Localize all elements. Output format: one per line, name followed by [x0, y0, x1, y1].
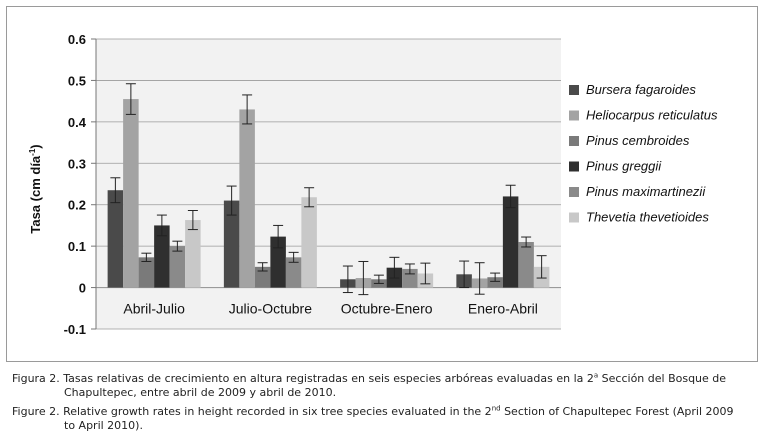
- bar: [154, 225, 170, 288]
- caption-en-sup: nd: [491, 404, 501, 413]
- y-axis-title-main: Tasa (cm día: [28, 155, 43, 234]
- y-axis: -0.1 0 0.1 0.2 0.3 0.4 0.5 0.6: [64, 32, 97, 337]
- legend-label: Heliocarpus reticulatus: [586, 108, 718, 123]
- y-tick-label: 0: [79, 281, 86, 296]
- caption-es-rest: Sección del Bosque de: [598, 372, 727, 385]
- legend-swatch: [569, 85, 579, 95]
- x-category-label: Enero-Abril: [468, 300, 538, 316]
- legend-swatch: [569, 212, 579, 223]
- caption-en-rest: Section of Chapultepec Forest (April 200…: [500, 405, 734, 418]
- y-tick-label: 0.3: [68, 156, 86, 171]
- y-tick-label: 0.5: [68, 73, 86, 88]
- legend-label: Thevetia thevetioides: [586, 210, 709, 225]
- bar: [518, 242, 534, 288]
- bar: [487, 277, 503, 288]
- x-axis-labels: Abril-Julio Julio-Octubre Octubre-Enero Ene…: [123, 300, 538, 316]
- error-bars: [110, 83, 547, 296]
- caption-es-prefix: Figura 2. Tasas relativas de crecimiento…: [12, 372, 594, 385]
- legend-label: Pinus greggii: [586, 159, 662, 174]
- x-category-label: Octubre-Enero: [341, 300, 433, 316]
- bar: [169, 246, 186, 288]
- legend-label: Bursera fagaroides: [586, 82, 696, 97]
- y-tick-label: 0.2: [68, 198, 86, 213]
- legend-swatch: [569, 110, 579, 121]
- caption-spanish: Figura 2. Tasas relativas de crecimiento…: [12, 372, 762, 400]
- y-tick-label: 0.6: [68, 32, 86, 47]
- legend-swatch: [569, 136, 579, 146]
- grid-lines: [96, 38, 561, 330]
- bar: [285, 257, 302, 288]
- y-tick-label: 0.1: [68, 239, 86, 254]
- bar: [185, 220, 201, 288]
- y-tick-label: 0.4: [68, 115, 87, 130]
- x-category-label: Abril-Julio: [123, 300, 185, 316]
- caption-en-prefix: Figure 2. Relative growth rates in heigh…: [12, 405, 492, 418]
- bar: [239, 109, 255, 288]
- y-axis-title: Tasa (cm día-1): [28, 144, 43, 233]
- bar: [502, 196, 519, 288]
- bar: [301, 197, 317, 288]
- legend: Bursera fagaroides Heliocarpus reticulatu…: [569, 82, 718, 225]
- bar: [254, 266, 271, 288]
- y-axis-title-sup: -1: [28, 148, 37, 156]
- bar: [123, 99, 139, 288]
- y-tick-label: -0.1: [64, 322, 86, 337]
- caption-en-line2: to April 2010).: [64, 419, 143, 432]
- caption-es-line2: Chapultepec, entre abril de 2009 y abril…: [64, 386, 337, 399]
- bar: [223, 200, 240, 288]
- y-axis-title-close: ): [28, 144, 43, 148]
- legend-label: Pinus maximartinezii: [586, 184, 706, 199]
- legend-swatch: [569, 161, 579, 172]
- legend-label: Pinus cembroides: [586, 133, 690, 148]
- x-category-label: Julio-Octubre: [229, 300, 312, 316]
- bar: [107, 190, 124, 288]
- bar: [138, 257, 155, 288]
- legend-swatch: [569, 187, 579, 197]
- chart-canvas: -0.1 0 0.1 0.2 0.3 0.4 0.5 0.6 Abril-Julio Julio…: [28, 32, 718, 337]
- caption-es-sup: a: [593, 371, 599, 380]
- caption-english: Figure 2. Relative growth rates in heigh…: [12, 405, 762, 433]
- bar: [270, 236, 286, 288]
